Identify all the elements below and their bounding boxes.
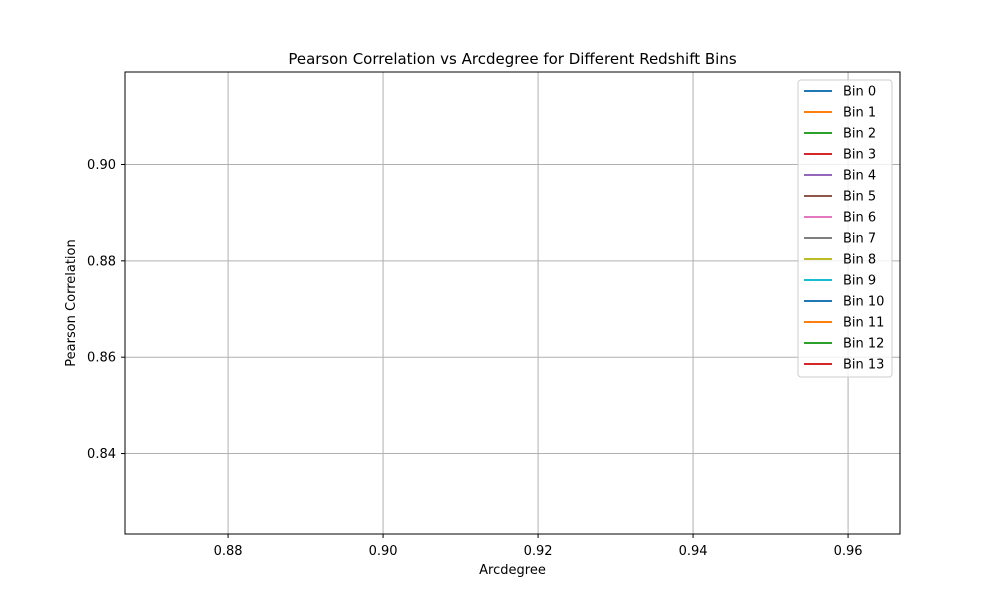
y-axis-title: Pearson Correlation [64,239,79,366]
plot-area [124,71,901,535]
legend-entry: Bin 5 [804,190,876,205]
legend-entry: Bin 9 [804,274,876,289]
legend-label: Bin 3 [843,148,876,163]
legend-label: Bin 7 [843,232,876,247]
y-tick-label: 0.84 [87,447,116,462]
legend-entry: Bin 13 [804,358,884,373]
x-axis: 0.88 0.90 0.92 0.94 0.96 [214,534,863,559]
legend-entry: Bin 2 [804,127,876,142]
y-axis: 0.84 0.86 0.88 0.90 [87,158,125,462]
legend-label: Bin 10 [843,295,884,310]
legend-entry: Bin 3 [804,148,876,163]
legend-label: Bin 6 [843,211,876,226]
legend-label: Bin 4 [843,169,876,184]
chart-title: Pearson Correlation vs Arcdegree for Dif… [288,50,737,68]
y-grid [125,163,900,455]
legend-entry: Bin 0 [804,85,876,100]
x-tick-label: 0.90 [369,544,398,559]
legend-entry: Bin 10 [804,295,884,310]
plot-frame [124,71,901,535]
x-tick-label: 0.92 [524,544,553,559]
x-grid [227,72,849,534]
y-tick-label: 0.90 [87,158,116,173]
legend-label: Bin 2 [843,127,876,142]
y-tick-label: 0.88 [87,254,116,269]
legend-label: Bin 0 [843,85,876,100]
legend-label: Bin 12 [843,337,884,352]
legend-label: Bin 1 [843,106,876,121]
x-axis-title: Arcdegree [479,563,546,578]
legend-box [797,79,893,378]
legend-label: Bin 8 [843,253,876,268]
legend-entry: Bin 8 [804,253,876,268]
legend-label: Bin 11 [843,316,884,331]
legend-entry: Bin 12 [804,337,884,352]
legend-label: Bin 5 [843,190,876,205]
legend: Bin 0 Bin 1 Bin 2 Bin 3 Bin 4 Bin 5 Bin 6 Bin 7… [797,79,893,378]
legend-label: Bin 9 [843,274,876,289]
x-tick-label: 0.88 [214,544,243,559]
x-tick-label: 0.96 [834,544,863,559]
x-tick-label: 0.94 [679,544,708,559]
legend-entry: Bin 6 [804,211,876,226]
legend-label: Bin 13 [843,358,884,373]
plot-background [125,72,900,534]
legend-entry: Bin 4 [804,169,876,184]
legend-items: Bin 0 Bin 1 Bin 2 Bin 3 Bin 4 Bin 5 Bin 6 Bin 7… [804,85,884,373]
legend-entry: Bin 7 [804,232,876,247]
legend-entry: Bin 1 [804,106,876,121]
legend-entry: Bin 11 [804,316,884,331]
y-tick-label: 0.86 [87,351,116,366]
